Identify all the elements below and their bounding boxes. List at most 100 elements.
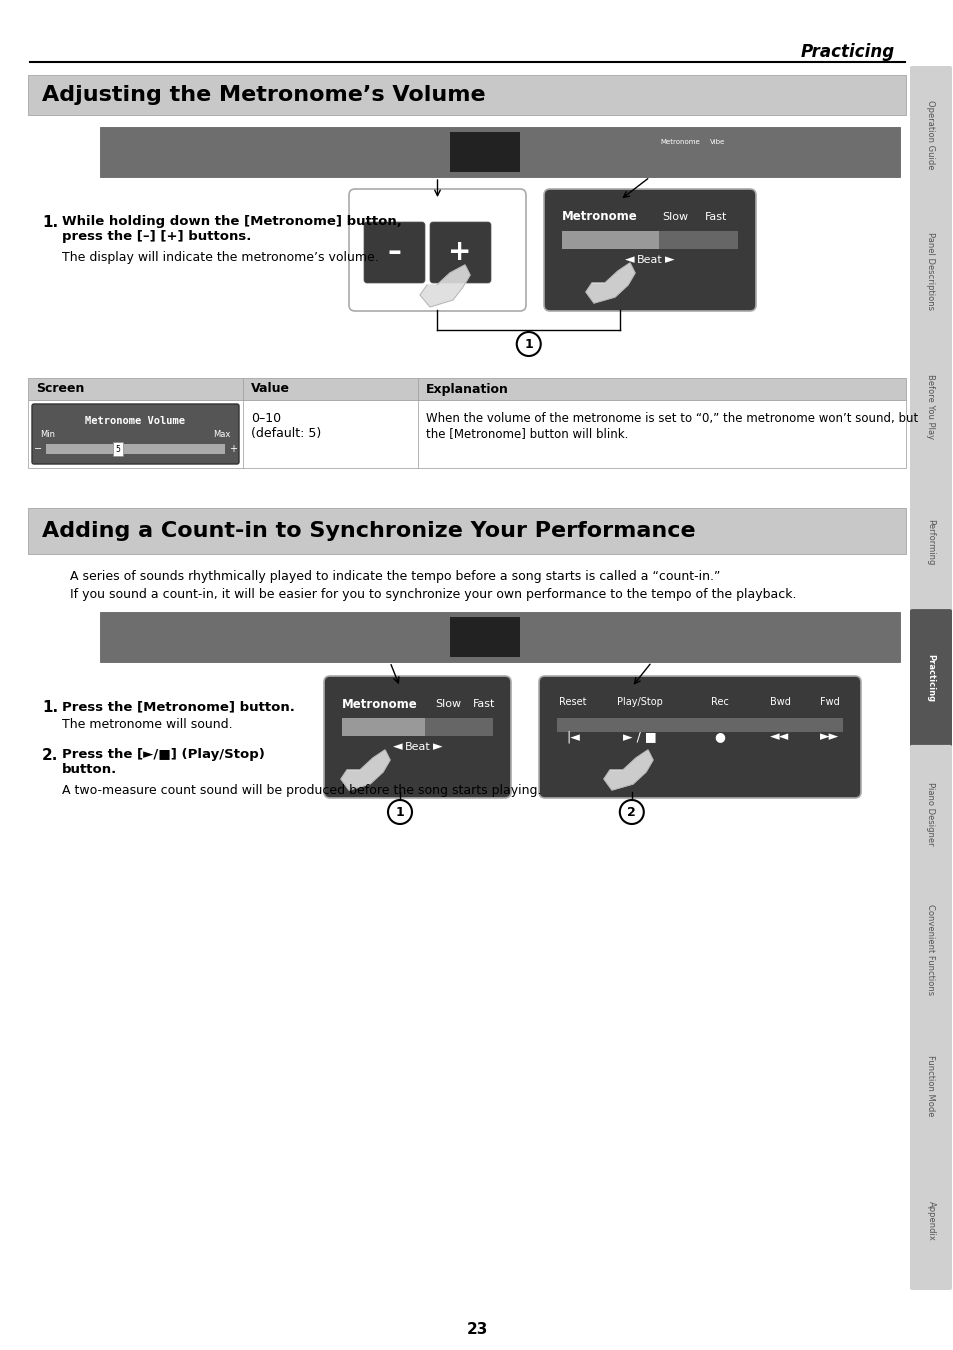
Text: Convenient Functions: Convenient Functions [925, 904, 935, 995]
Text: Before You Play: Before You Play [925, 374, 935, 439]
FancyBboxPatch shape [909, 1152, 951, 1291]
Text: Beat: Beat [405, 743, 431, 752]
Text: Metronome: Metronome [341, 698, 417, 710]
Text: ►►: ►► [820, 730, 839, 744]
Text: Max: Max [213, 431, 231, 439]
Bar [341, 718, 425, 736]
Bar [112, 441, 123, 456]
Bar [100, 612, 899, 662]
Bar [28, 508, 905, 554]
Text: A series of sounds rhythmically played to indicate the tempo before a song start: A series of sounds rhythmically played t… [70, 570, 720, 583]
Text: Screen: Screen [36, 382, 84, 396]
Text: Practicing: Practicing [800, 43, 894, 61]
Text: If you sound a count-in, it will be easier for you to synchronize your own perfo: If you sound a count-in, it will be easi… [70, 589, 796, 601]
Text: ►: ► [664, 254, 674, 266]
FancyBboxPatch shape [538, 676, 861, 798]
Text: ► / ■: ► / ■ [622, 730, 656, 744]
Circle shape [517, 332, 540, 356]
Text: 2.: 2. [42, 748, 58, 763]
Bar [100, 127, 899, 177]
Text: Piano Designer: Piano Designer [925, 782, 935, 845]
FancyBboxPatch shape [909, 609, 951, 747]
Text: 23: 23 [466, 1323, 487, 1338]
Text: 2: 2 [627, 806, 636, 818]
Text: ◄: ◄ [624, 254, 634, 266]
Text: Panel Descriptions: Panel Descriptions [925, 232, 935, 309]
Circle shape [388, 801, 412, 824]
FancyBboxPatch shape [909, 880, 951, 1018]
Text: Press the [Metronome] button.: Press the [Metronome] button. [62, 701, 294, 713]
Bar [28, 76, 905, 115]
Text: +: + [448, 238, 471, 266]
FancyBboxPatch shape [364, 221, 424, 284]
FancyBboxPatch shape [543, 189, 755, 310]
Text: Vibe: Vibe [709, 139, 724, 144]
Text: Slow: Slow [661, 212, 687, 221]
Text: ◄◄: ◄◄ [770, 730, 789, 744]
FancyBboxPatch shape [349, 189, 525, 310]
Bar [46, 444, 225, 454]
Text: Press the [►/■] (Play/Stop)
button.: Press the [►/■] (Play/Stop) button. [62, 748, 265, 776]
Text: Fast: Fast [704, 212, 726, 221]
Bar [561, 231, 659, 248]
Text: Metronome: Metronome [561, 211, 638, 224]
Text: Beat: Beat [637, 255, 662, 265]
FancyBboxPatch shape [909, 201, 951, 340]
Text: +: + [229, 444, 236, 454]
Text: A two-measure count sound will be produced before the song starts playing.: A two-measure count sound will be produc… [62, 784, 541, 796]
Text: 0–10
(default: 5): 0–10 (default: 5) [251, 412, 321, 440]
Bar [561, 231, 738, 248]
Text: ◄: ◄ [393, 741, 402, 753]
Text: ●: ● [714, 730, 724, 744]
Text: Fwd: Fwd [820, 697, 839, 707]
Text: Practicing: Practicing [925, 653, 935, 702]
Text: 1.: 1. [42, 701, 58, 716]
Text: The metronome will sound.: The metronome will sound. [62, 718, 233, 730]
Text: Appendix: Appendix [925, 1202, 935, 1241]
Text: Operation Guide: Operation Guide [925, 100, 935, 170]
Text: While holding down the [Metronome] button,
press the [–] [+] buttons.: While holding down the [Metronome] butto… [62, 215, 401, 243]
Text: |◄: |◄ [565, 730, 579, 744]
Text: Slow: Slow [435, 699, 460, 709]
Polygon shape [603, 751, 652, 790]
Bar [341, 718, 493, 736]
Bar [28, 400, 905, 468]
Bar [450, 617, 519, 657]
Text: ►: ► [433, 741, 442, 753]
FancyBboxPatch shape [909, 66, 951, 204]
Text: Function Mode: Function Mode [925, 1054, 935, 1116]
Text: Adding a Count-in to Synchronize Your Performance: Adding a Count-in to Synchronize Your Pe… [42, 521, 695, 541]
Text: Bwd: Bwd [769, 697, 790, 707]
FancyBboxPatch shape [909, 338, 951, 475]
Text: −: − [34, 444, 42, 454]
Bar [557, 718, 842, 732]
Text: The display will indicate the metronome’s volume.: The display will indicate the metronome’… [62, 251, 378, 265]
Polygon shape [585, 263, 635, 302]
Text: Metronome: Metronome [659, 139, 699, 144]
FancyBboxPatch shape [324, 676, 511, 798]
Text: –: – [387, 238, 400, 266]
Text: Explanation: Explanation [426, 382, 508, 396]
Text: 1: 1 [524, 338, 533, 351]
Text: Adjusting the Metronome’s Volume: Adjusting the Metronome’s Volume [42, 85, 485, 105]
Text: Value: Value [251, 382, 290, 396]
Text: Metronome Volume: Metronome Volume [86, 416, 185, 427]
Text: Play/Stop: Play/Stop [617, 697, 662, 707]
Text: When the volume of the metronome is set to “0,” the metronome won’t sound, but
t: When the volume of the metronome is set … [426, 412, 918, 440]
Bar [28, 378, 905, 400]
Text: 1.: 1. [42, 215, 58, 230]
Bar [450, 132, 519, 171]
FancyBboxPatch shape [909, 1017, 951, 1154]
FancyBboxPatch shape [909, 474, 951, 612]
FancyBboxPatch shape [909, 745, 951, 883]
Text: Performing: Performing [925, 518, 935, 566]
Text: 1: 1 [395, 806, 404, 818]
Text: Fast: Fast [473, 699, 495, 709]
Polygon shape [419, 265, 470, 306]
Circle shape [619, 801, 643, 824]
Polygon shape [340, 751, 390, 790]
Text: Reset: Reset [558, 697, 586, 707]
FancyBboxPatch shape [430, 221, 491, 284]
FancyBboxPatch shape [32, 404, 239, 464]
Text: 5: 5 [115, 444, 120, 454]
